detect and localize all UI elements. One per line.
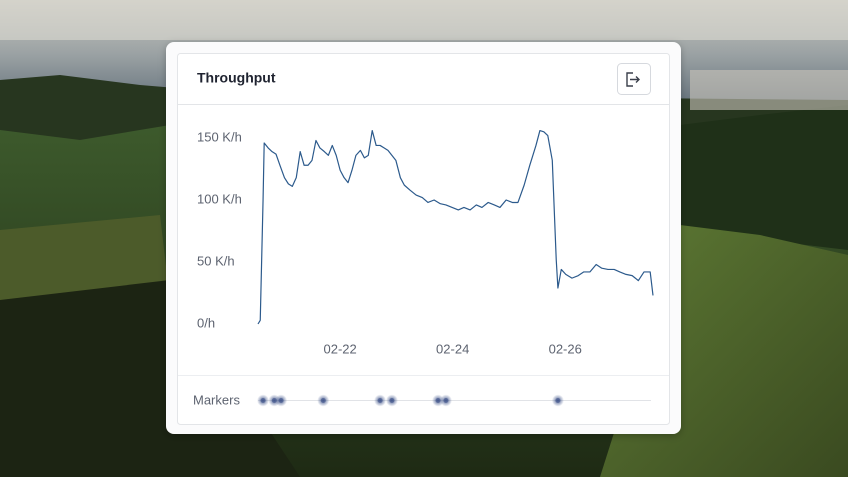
marker-core bbox=[555, 398, 561, 403]
x-tick-label: 02-22 bbox=[324, 341, 357, 356]
marker-core bbox=[435, 398, 441, 403]
export-icon bbox=[626, 72, 640, 87]
y-tick-label: 150 K/h bbox=[197, 129, 242, 144]
panel bbox=[177, 53, 670, 425]
marker-core bbox=[260, 398, 266, 403]
x-tick-label: 02-24 bbox=[436, 341, 469, 356]
marker-core bbox=[320, 398, 326, 403]
marker-core bbox=[389, 398, 395, 403]
marker-core bbox=[278, 398, 284, 403]
markers-label: Markers bbox=[193, 392, 240, 407]
marker-core bbox=[377, 398, 383, 403]
y-tick-label: 100 K/h bbox=[197, 191, 242, 206]
x-tick-label: 02-26 bbox=[549, 341, 582, 356]
y-tick-label: 50 K/h bbox=[197, 253, 235, 268]
marker-core bbox=[443, 398, 449, 403]
y-tick-label: 0/h bbox=[197, 315, 215, 330]
throughput-line bbox=[257, 129, 654, 325]
export-button[interactable] bbox=[617, 63, 651, 95]
panel-title: Throughput bbox=[197, 70, 276, 86]
